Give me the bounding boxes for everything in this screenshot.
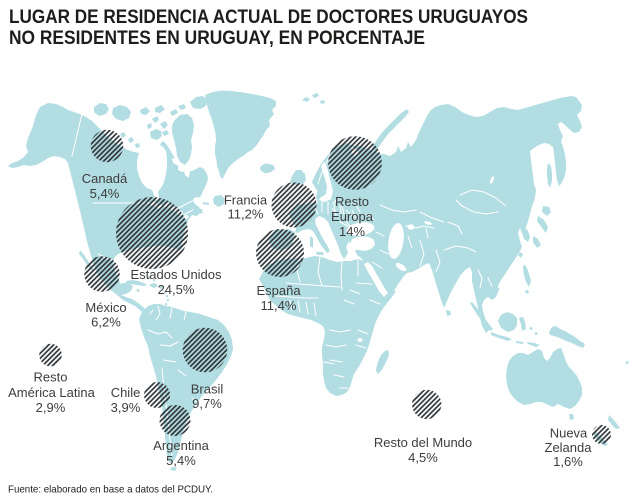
svg-text:América Latina: América Latina (8, 385, 95, 400)
svg-text:1,6%: 1,6% (553, 454, 583, 469)
svg-text:5,4%: 5,4% (166, 453, 196, 468)
svg-text:Nueva: Nueva (550, 426, 588, 441)
svg-text:Canadá: Canadá (82, 171, 128, 186)
svg-text:Chile: Chile (111, 385, 141, 400)
svg-text:Brasil: Brasil (191, 382, 224, 397)
svg-text:Resto: Resto (335, 194, 369, 209)
svg-text:Zelanda: Zelanda (545, 440, 593, 455)
svg-text:6,2%: 6,2% (91, 315, 121, 330)
svg-text:NO RESIDENTES EN URUGUAY, EN P: NO RESIDENTES EN URUGUAY, EN PORCENTAJE (9, 28, 425, 49)
svg-text:LUGAR DE RESIDENCIA ACTUAL DE: LUGAR DE RESIDENCIA ACTUAL DE DOCTORES U… (9, 7, 528, 28)
svg-text:Europa: Europa (331, 209, 374, 224)
svg-text:Fuente: elaborado en base a da: Fuente: elaborado en base a datos del PC… (8, 484, 213, 496)
svg-text:9,7%: 9,7% (192, 396, 222, 411)
svg-text:14%: 14% (339, 224, 365, 239)
svg-text:Resto del Mundo: Resto del Mundo (374, 435, 472, 450)
svg-text:Francia: Francia (224, 193, 268, 208)
svg-text:11,2%: 11,2% (228, 207, 264, 222)
svg-text:Argentina: Argentina (153, 438, 209, 453)
svg-text:Resto: Resto (34, 370, 68, 385)
svg-text:4,5%: 4,5% (408, 450, 438, 465)
svg-text:24,5%: 24,5% (158, 282, 195, 297)
svg-text:5,4%: 5,4% (90, 186, 120, 201)
svg-text:España: España (256, 283, 301, 298)
svg-text:3,9%: 3,9% (111, 400, 141, 415)
svg-text:11,4%: 11,4% (261, 298, 297, 313)
svg-text:Estados Unidos: Estados Unidos (130, 267, 222, 282)
svg-text:2,9%: 2,9% (36, 400, 66, 415)
svg-text:México: México (85, 300, 126, 315)
